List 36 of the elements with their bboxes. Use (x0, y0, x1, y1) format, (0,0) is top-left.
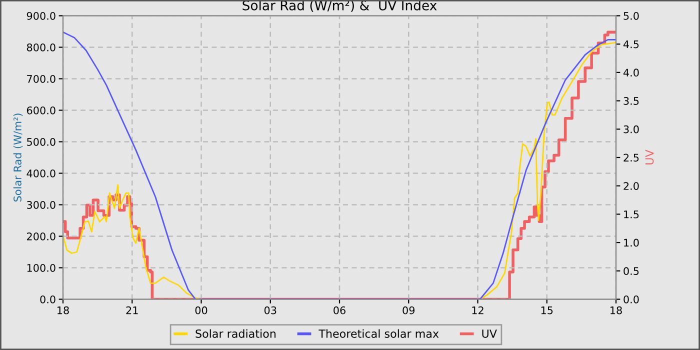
y2-tick-label: 4.0 (623, 68, 639, 77)
legend-label: UV (482, 330, 497, 338)
chart-title: Solar Rad (W/m²) & UV Index (242, 0, 437, 12)
y-axis-title: Solar Rad (W/m²) (13, 114, 23, 202)
x-tick-label: 09 (402, 306, 415, 314)
y2-tick-label: 2.0 (624, 182, 639, 190)
y2-tick-label: 4.5 (623, 40, 639, 48)
y2-tick-label: 0.5 (624, 267, 639, 276)
y2-tick-label: 3.0 (624, 125, 639, 134)
y2-tick-label: 3.5 (624, 97, 639, 105)
x-tick-label: 00 (195, 306, 208, 314)
y-tick-label: 600.0 (26, 106, 56, 114)
y2-tick-label: 2.5 (624, 154, 639, 162)
y2-tick-label: 0.0 (624, 295, 639, 304)
x-tick-label: 03 (264, 306, 276, 314)
y2-axis-title: UV (645, 150, 654, 164)
x-tick-label: 18 (610, 306, 622, 314)
y-tick-label: 500.0 (27, 138, 56, 146)
y2-tick-label: 5.0 (624, 12, 639, 20)
y-tick-label: 300.0 (27, 200, 56, 209)
y-tick-label: 800.0 (26, 43, 56, 52)
y2-tick-label: 1.0 (624, 238, 639, 247)
y-tick-label: 0.0 (40, 295, 56, 304)
legend-label: Theoretical solar max (318, 329, 439, 338)
y2-tick-label: 1.5 (624, 210, 639, 218)
x-tick-label: 15 (541, 306, 553, 314)
x-tick-label: 12 (472, 306, 484, 314)
x-tick-label: 18 (58, 306, 69, 314)
legend-label: Solar radiation (196, 329, 276, 338)
y-tick-label: 200.0 (27, 232, 56, 240)
y-tick-label: 100.0 (27, 264, 56, 272)
y-tick-label: 900.0 (26, 12, 56, 20)
x-tick-label: 06 (334, 306, 346, 314)
x-tick-label: 21 (126, 306, 138, 314)
y-tick-label: 400.0 (26, 169, 56, 178)
y-tick-label: 700.0 (27, 74, 56, 83)
